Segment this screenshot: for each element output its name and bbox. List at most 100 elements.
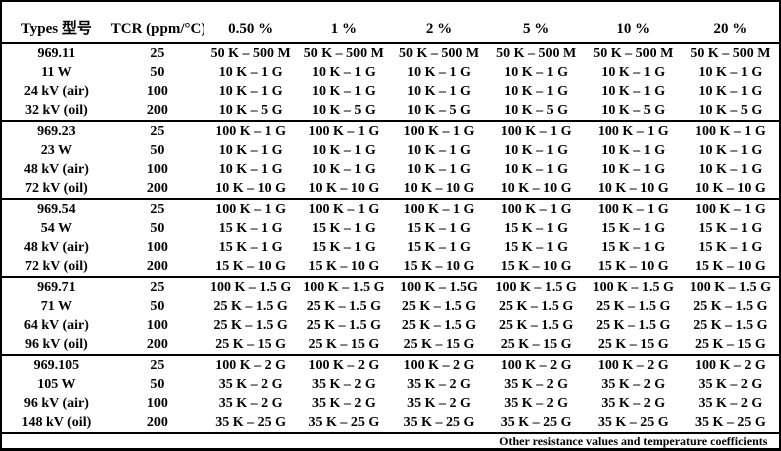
column-header-5: 5 % [487, 2, 585, 44]
type-cell: 96 kV (air) [23, 396, 89, 411]
resistance-range-cell: 25 K – 1.5 G [499, 318, 574, 333]
resistance-range-cell: 10 K – 1 G [504, 143, 569, 158]
table-row-group2-4: 72 kV (oil) 200 10 K – 10 G 10 K – 10 G 10 K… [2, 179, 779, 200]
tcr-cell: 200 [110, 257, 204, 278]
resistance-range-cell: 25 K – 1.5 G [306, 299, 381, 314]
resistance-range-cell: 100 K – 1.5G [400, 280, 478, 295]
table-row-group4-4: 96 kV (oil) 200 25 K – 15 G 25 K – 15 G 25 K… [2, 335, 779, 356]
resistance-range-cell: 10 K – 5 G [681, 101, 779, 122]
resistance-range-cell: 50 K – 500 M [593, 46, 674, 61]
tcr-cell: 25 [150, 124, 165, 139]
resistance-range-cell: 10 K – 5 G [297, 101, 391, 122]
tcr-cell: 100 [146, 84, 168, 99]
resistance-range-cell: 15 K – 1 G [311, 240, 376, 255]
footer-note-line-1: Other resistance values and temperature … [499, 434, 768, 448]
resistance-range-cell: 15 K – 1 G [311, 221, 376, 236]
table-row-group1-4: 32 kV (oil) 200 10 K – 5 G 10 K – 5 G 10 K –… [2, 101, 779, 122]
type-cell: 148 kV (oil) [2, 413, 111, 434]
resistance-range-cell: 100 K – 1.5 G [495, 280, 577, 295]
resistance-range-cell: 25 K – 1.5 G [306, 318, 381, 333]
resistance-range-cell: 25 K – 15 G [681, 335, 779, 356]
resistance-range-cell: 10 K – 1 G [698, 143, 763, 158]
resistance-range-cell: 100 K – 1 G [215, 202, 286, 217]
resistance-range-cell: 25 K – 15 G [204, 335, 298, 356]
tcr-cell: 200 [110, 101, 204, 122]
tcr-cell: 25 [150, 202, 165, 217]
resistance-range-cell: 25 K – 15 G [297, 335, 391, 356]
resistance-range-cell: 10 K – 5 G [487, 101, 585, 122]
resistance-range-cell: 15 K – 1 G [504, 221, 569, 236]
type-cell: 24 kV (air) [23, 84, 89, 99]
type-cell: 969.105 [33, 358, 80, 373]
resistance-range-cell: 25 K – 1.5 G [693, 318, 768, 333]
resistance-range-cell: 15 K – 1 G [407, 221, 471, 236]
resistance-range-cell: 25 K – 1.5 G [693, 299, 768, 314]
resistance-range-cell: 10 K – 10 G [204, 179, 298, 200]
resistance-range-cell: 15 K – 1 G [504, 240, 569, 255]
tcr-cell: 25 [150, 280, 165, 295]
resistance-range-cell: 10 K – 1 G [311, 162, 376, 177]
resistance-range-cell: 35 K – 2 G [218, 377, 283, 392]
resistance-range-cell: 35 K – 25 G [681, 413, 779, 434]
tcr-cell: 200 [110, 335, 204, 356]
tcr-cell: 25 [150, 358, 165, 373]
column-header-1: TCR (ppm/°C) [110, 2, 204, 44]
type-cell: 72 kV (oil) [2, 179, 111, 200]
tcr-cell: 100 [146, 162, 168, 177]
resistance-range-cell: 100 K – 1 G [308, 124, 380, 139]
resistance-range-cell: 10 K – 1 G [218, 65, 283, 80]
resistance-range-cell: 100 K – 2 G [500, 358, 572, 373]
resistance-range-cell: 15 K – 1 G [601, 221, 666, 236]
resistance-range-cell: 100 K – 1 G [695, 202, 766, 217]
resistance-range-cell: 35 K – 2 G [311, 377, 376, 392]
resistance-range-cell: 100 K – 2 G [215, 358, 286, 373]
resistance-range-cell: 10 K – 1 G [504, 84, 569, 99]
resistance-range-cell: 35 K – 2 G [407, 377, 471, 392]
resistance-range-cell: 10 K – 1 G [504, 65, 569, 80]
resistance-range-cell: 10 K – 1 G [601, 65, 666, 80]
footer-note-cell: Other resistance values and temperature … [488, 433, 779, 448]
resistance-range-cell: 100 K – 1 G [215, 124, 286, 139]
tcr-cell: 25 [150, 46, 165, 61]
footer-row: Other resistance values and temperature … [2, 433, 779, 448]
type-cell: 72 kV (oil) [2, 257, 111, 278]
tcr-cell: 200 [110, 413, 204, 434]
tcr-cell: 100 [146, 318, 168, 333]
resistance-range-cell: 10 K – 1 G [407, 162, 471, 177]
resistance-range-cell: 100 K – 1 G [308, 202, 380, 217]
resistance-range-cell: 100 K – 1.5 G [303, 280, 385, 295]
resistance-range-cell: 35 K – 2 G [504, 377, 569, 392]
table-row-group1-1: 969.11 25 50 K – 500 M 50 K – 500 M 50 K – 5… [2, 43, 779, 63]
type-cell: 96 kV (oil) [2, 335, 111, 356]
table-row-group5-2: 105 W 50 35 K – 2 G 35 K – 2 G 35 K – 2 G 35 … [2, 375, 779, 394]
table-row-group1-2: 11 W 50 10 K – 1 G 10 K – 1 G 10 K – 1 G 10 K… [2, 63, 779, 82]
resistance-range-cell: 10 K – 1 G [601, 84, 666, 99]
type-cell: 54 W [40, 221, 72, 236]
footer-note-line-2: upon request. [492, 447, 775, 448]
table-row-group5-1: 969.105 25 100 K – 2 G 100 K – 2 G 100 K – 2… [2, 355, 779, 375]
resistance-range-cell: 15 K – 1 G [407, 240, 471, 255]
resistance-range-cell: 10 K – 1 G [218, 162, 283, 177]
resistance-range-cell: 35 K – 25 G [297, 413, 391, 434]
resistance-range-cell: 25 K – 1.5 G [213, 299, 288, 314]
table-body: 969.11 25 50 K – 500 M 50 K – 500 M 50 K – 5… [2, 43, 779, 434]
resistance-range-cell: 25 K – 15 G [390, 335, 488, 356]
resistance-range-cell: 15 K – 10 G [681, 257, 779, 278]
tcr-cell: 50 [150, 377, 165, 392]
column-header-6: 10 % [584, 2, 682, 44]
type-cell: 105 W [37, 377, 76, 392]
type-cell: 969.23 [37, 124, 76, 139]
resistance-range-cell: 15 K – 1 G [218, 240, 283, 255]
resistance-range-cell: 100 K – 1 G [500, 202, 572, 217]
resistance-range-cell: 25 K – 1.5 G [499, 299, 574, 314]
resistance-range-cell: 10 K – 1 G [311, 143, 376, 158]
table-row-group4-2: 71 W 50 25 K – 1.5 G 25 K – 1.5 G 25 K – 1.5… [2, 297, 779, 316]
resistance-range-cell: 35 K – 25 G [584, 413, 682, 434]
resistance-range-cell: 50 K – 500 M [496, 46, 577, 61]
column-header-3: 1 % [297, 2, 391, 44]
resistance-range-cell: 10 K – 1 G [311, 65, 376, 80]
resistance-range-cell: 10 K – 1 G [601, 162, 666, 177]
footer-empty-cell [2, 433, 488, 448]
type-cell: 64 kV (air) [23, 318, 89, 333]
